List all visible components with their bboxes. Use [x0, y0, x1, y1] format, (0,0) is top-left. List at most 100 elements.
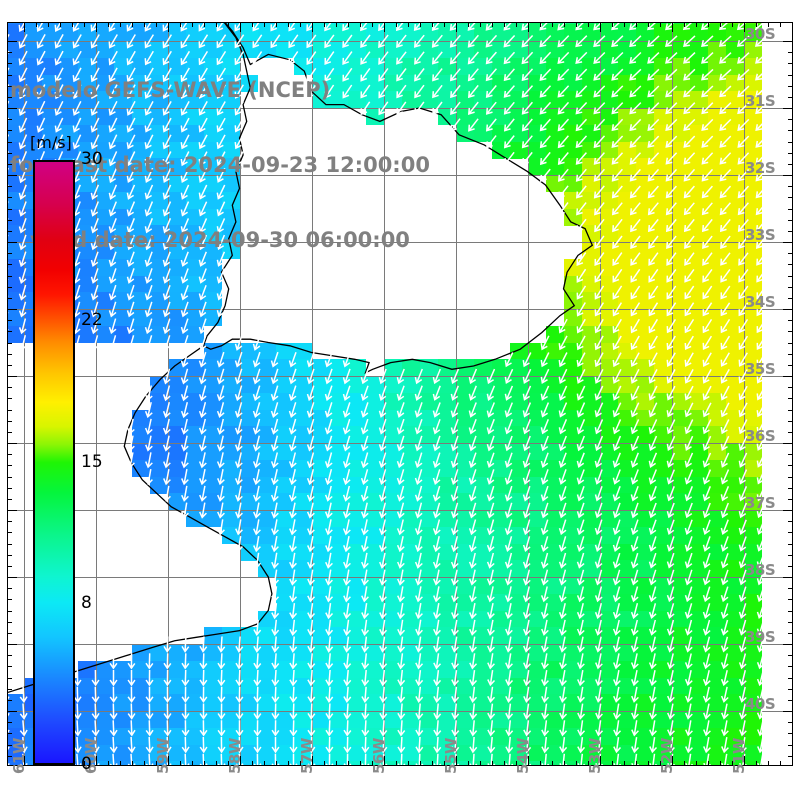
data-cell [167, 727, 187, 746]
data-cell [275, 677, 295, 695]
data-cell [473, 74, 493, 92]
data-cell [329, 376, 349, 394]
data-cell [581, 409, 601, 427]
data-cell [725, 225, 745, 243]
data-cell [653, 158, 673, 176]
data-cell [653, 342, 673, 360]
data-cell [185, 459, 205, 478]
data-cell [599, 342, 619, 360]
data-cell [635, 711, 655, 729]
data-cell [365, 426, 385, 444]
data-cell [599, 309, 619, 327]
data-cell [725, 242, 745, 260]
data-cell [149, 644, 169, 662]
data-cell [617, 275, 637, 293]
data-cell [131, 309, 151, 327]
data-cell [437, 694, 457, 712]
data-cell [563, 41, 583, 59]
data-cell [473, 409, 493, 427]
data-cell [617, 74, 637, 92]
data-cell [491, 677, 511, 695]
data-cell [383, 392, 403, 411]
data-cell [617, 660, 637, 679]
data-cell [617, 225, 637, 243]
data-cell [617, 694, 637, 712]
data-cell [563, 694, 583, 712]
data-cell [545, 593, 565, 612]
data-cell [383, 593, 403, 612]
data-cell [581, 325, 601, 344]
data-cell [509, 543, 529, 561]
lon-label-53w: 53W [585, 738, 604, 774]
data-cell [689, 510, 709, 528]
data-cell [113, 694, 133, 712]
data-cell [257, 610, 277, 628]
data-cell [707, 242, 727, 260]
data-cell [545, 376, 565, 394]
data-cell [599, 610, 619, 628]
data-cell [653, 275, 673, 293]
data-cell [293, 644, 313, 662]
data-cell [689, 627, 709, 645]
data-cell [113, 309, 133, 327]
data-cell [599, 644, 619, 662]
data-cell [581, 141, 601, 159]
data-cell [545, 627, 565, 645]
data-cell [671, 108, 691, 126]
data-cell [167, 761, 187, 765]
data-cell [455, 660, 475, 679]
data-cell [725, 24, 745, 42]
data-cell [689, 41, 709, 59]
data-cell [491, 41, 511, 59]
data-cell [365, 644, 385, 662]
data-cell [311, 577, 331, 595]
data-cell [437, 108, 457, 126]
data-cell [275, 744, 295, 762]
data-cell [707, 41, 727, 59]
data-cell [491, 526, 511, 545]
data-cell [293, 711, 313, 729]
data-cell [455, 392, 475, 411]
data-cell [617, 23, 637, 25]
data-cell [257, 392, 277, 411]
data-cell [401, 644, 421, 662]
data-cell [401, 610, 421, 628]
data-cell [689, 727, 709, 746]
data-cell [347, 459, 367, 478]
data-cell [563, 342, 583, 360]
data-cell [581, 292, 601, 310]
data-cell [689, 610, 709, 628]
data-cell [383, 660, 403, 679]
data-cell [257, 342, 277, 360]
data-cell [455, 644, 475, 662]
data-cell [707, 711, 727, 729]
data-cell [419, 459, 439, 478]
data-cell [653, 526, 673, 545]
data-cell [293, 476, 313, 494]
data-cell [365, 493, 385, 511]
data-cell [707, 309, 727, 327]
colorbar[interactable] [33, 160, 75, 765]
data-cell [743, 593, 763, 612]
data-cell [743, 342, 763, 360]
data-cell [239, 443, 259, 461]
data-cell [707, 610, 727, 628]
data-cell [743, 74, 763, 92]
data-cell [617, 644, 637, 662]
data-cell [113, 325, 133, 344]
colorbar-gradient[interactable] [33, 160, 75, 765]
data-cell [257, 359, 277, 377]
data-cell [563, 510, 583, 528]
data-cell [365, 660, 385, 679]
data-cell [653, 41, 673, 59]
data-cell [455, 91, 475, 109]
data-cell [689, 560, 709, 578]
data-cell [653, 459, 673, 478]
data-cell [257, 644, 277, 662]
data-cell [743, 208, 763, 226]
data-cell [95, 711, 115, 729]
data-cell [221, 677, 241, 695]
data-cell [563, 376, 583, 394]
data-cell [671, 158, 691, 176]
data-cell [203, 342, 223, 360]
